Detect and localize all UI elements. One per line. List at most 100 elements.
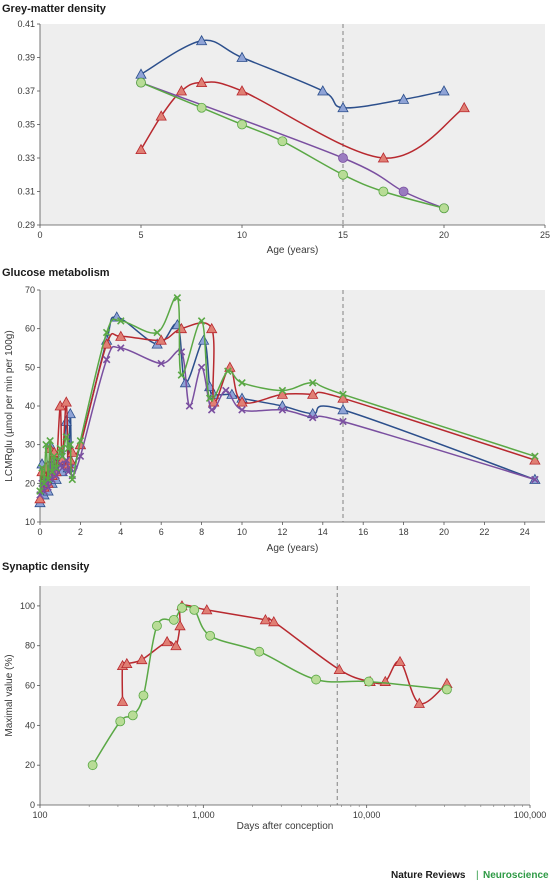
data-point [121,657,133,669]
data-point [177,603,187,613]
data-point [117,317,125,325]
data-point [397,93,410,104]
data-point [338,153,348,163]
x-tick-label: 4 [118,527,123,537]
data-point [196,102,207,113]
data-point [394,655,406,667]
y-tick-label: 100 [20,601,35,611]
data-point [174,619,186,631]
data-point [377,152,390,163]
x-tick-label: 20 [439,527,449,537]
data-point [87,760,98,771]
data-point [205,630,215,641]
series-blue [135,34,450,113]
plot-area [40,24,545,225]
data-point [66,446,78,457]
data-point [197,363,206,372]
data-point [136,77,146,88]
data-point [333,663,345,675]
data-point [363,676,374,687]
y-tick-label: 60 [25,324,35,334]
data-point [531,475,539,484]
data-point [222,386,230,395]
data-point [208,396,220,407]
data-point [278,406,287,414]
data-point [117,344,125,352]
x-tick-label: 0 [37,230,42,240]
data-point [206,322,218,334]
y-tick-label: 40 [25,401,35,411]
y-tick-label: 0.33 [17,153,35,163]
data-point [56,444,64,453]
data-point [236,51,248,62]
data-point [50,452,58,461]
y-tick-label: 0.41 [17,19,35,29]
data-point [168,614,179,625]
data-point [44,475,52,484]
credit-journal: Nature Reviews [391,870,466,881]
y-tick-label: 30 [25,440,35,450]
y-tick-label: 0.39 [17,53,35,63]
x-tick-label: 1,000 [192,810,215,820]
data-point [439,203,449,214]
data-point [237,119,247,130]
data-point [259,614,272,625]
data-point [201,604,213,615]
data-point [238,406,246,414]
x-tick-label: 5 [138,230,143,240]
data-point [52,464,60,472]
data-point [317,85,329,96]
y-tick-label: 80 [25,641,35,651]
x-axis-label: Age (years) [267,543,319,554]
chart-title: Synaptic density [2,561,90,573]
data-point [115,716,126,727]
data-point [161,635,173,647]
data-point [531,452,539,461]
x-axis-label: Days after conception [237,821,334,832]
x-tick-label: 18 [399,527,409,537]
data-point [308,379,317,387]
data-point [135,143,147,155]
data-point [413,697,425,708]
data-point [136,653,148,665]
data-point [60,396,72,407]
y-tick-label: 0 [30,800,35,810]
data-point [127,710,138,721]
data-point [307,388,319,399]
data-point [189,604,200,615]
data-point [195,76,208,88]
data-point [205,394,214,403]
y-tick-label: 0.29 [17,220,35,230]
data-point [157,359,165,368]
series-green [136,77,449,214]
y-tick-label: 20 [25,478,35,488]
data-point [311,674,321,685]
data-point [58,452,66,461]
data-point [308,413,317,422]
data-point [62,433,71,441]
series-green [87,603,452,771]
x-tick-label: 20 [439,230,449,240]
x-tick-label: 14 [318,527,328,537]
series-red [135,76,470,163]
x-tick-label: 8 [199,527,204,537]
data-point [116,695,129,706]
series-green [36,293,539,495]
x-axis-label: Age (years) [267,245,319,256]
data-point [278,386,287,395]
x-tick-label: 2 [78,527,83,537]
y-tick-label: 0.35 [17,120,35,130]
data-point [254,646,265,657]
chart-title: Glucose metabolism [2,267,110,279]
y-tick-label: 50 [25,362,35,372]
x-tick-label: 25 [540,230,550,240]
data-point [170,639,182,651]
data-point [155,334,167,345]
data-point [58,464,66,472]
y-tick-label: 60 [25,681,35,691]
data-point [339,390,347,399]
data-point [115,330,127,341]
data-point [152,620,162,631]
